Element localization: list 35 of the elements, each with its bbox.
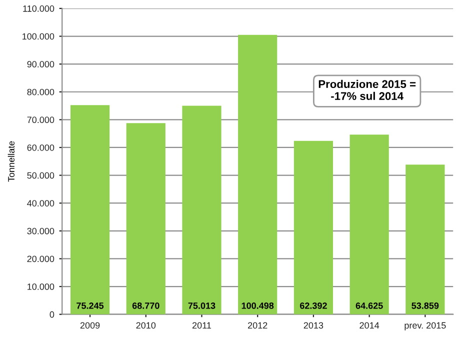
data-label: 75.013 <box>188 302 216 309</box>
y-axis-title: Tonnellate <box>8 141 14 182</box>
bar <box>238 34 278 314</box>
y-tick-label: 10.000 <box>28 284 54 290</box>
y-tick-label: 100.000 <box>22 33 54 40</box>
x-tick-label: 2013 <box>304 322 324 329</box>
y-tick-label: 20.000 <box>27 256 54 262</box>
data-label: 62.392 <box>300 302 327 309</box>
data-label: 68.770 <box>132 302 160 309</box>
data-label: 75.245 <box>76 302 104 309</box>
y-tick-label: 0 <box>50 311 54 318</box>
x-tick-label: 2012 <box>248 322 268 329</box>
bar <box>182 106 222 314</box>
y-tick-label: 40.000 <box>27 200 54 206</box>
y-tick-label: 70.000 <box>27 116 54 124</box>
y-tick-label: 30.000 <box>27 228 54 234</box>
x-tick-label: 2014 <box>360 322 380 329</box>
y-tick-label: 80.000 <box>27 88 54 96</box>
data-label: 64.625 <box>356 302 383 309</box>
annotation: Produzione 2015 = -17% sul 2014 <box>318 80 416 100</box>
y-tick-label: 90.000 <box>27 61 54 68</box>
x-tick-label: prev. 2015 <box>404 322 446 330</box>
data-label: 100.498 <box>242 302 274 309</box>
y-tick-label: 50.000 <box>27 172 54 179</box>
x-tick-label: 2010 <box>136 322 156 329</box>
bar <box>406 164 445 314</box>
data-label: 53.859 <box>412 302 439 309</box>
x-tick-label: 2009 <box>80 322 100 329</box>
bar <box>126 123 166 314</box>
y-tick-label: 110.000 <box>23 5 54 12</box>
x-tick-label: 2011 <box>192 322 212 329</box>
y-tick-label: 60.000 <box>27 144 54 151</box>
bar <box>294 140 334 314</box>
bar <box>70 105 110 314</box>
bar <box>350 134 389 314</box>
